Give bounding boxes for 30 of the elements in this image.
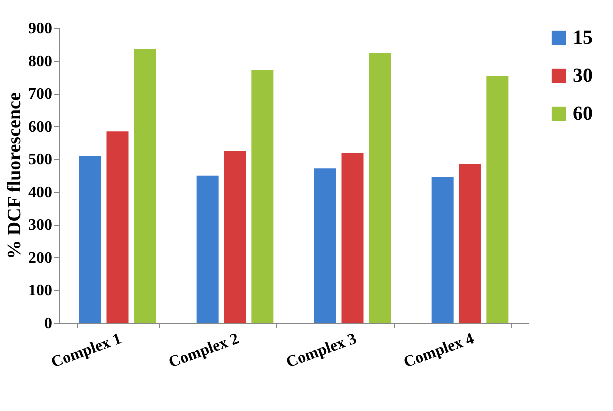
y-tick-label: 800 — [28, 53, 52, 70]
bar — [134, 49, 156, 323]
bar — [224, 151, 246, 323]
x-tick-label: Complex 1 — [49, 330, 124, 372]
bar — [369, 53, 392, 323]
x-tick-label: Complex 2 — [166, 330, 242, 372]
y-tick-label: 900 — [28, 20, 52, 38]
bar — [106, 132, 129, 323]
bar — [432, 177, 454, 323]
bar — [196, 176, 219, 323]
y-tick-label: 600 — [28, 118, 52, 136]
y-tick-label: 100 — [28, 282, 52, 300]
bar — [486, 76, 509, 323]
x-tick-label: Complex 4 — [402, 330, 477, 372]
y-tick-label: 200 — [28, 250, 52, 267]
y-tick-label: 400 — [28, 184, 52, 202]
bar — [459, 164, 482, 323]
legend-label: 30 — [573, 65, 593, 87]
x-tick-label: Complex 3 — [284, 330, 360, 372]
y-tick-label: 300 — [28, 217, 52, 234]
bar — [252, 70, 274, 323]
legend-label: 15 — [573, 27, 593, 49]
y-tick-label: 500 — [28, 152, 52, 169]
legend-label: 60 — [573, 103, 593, 125]
bar — [79, 156, 102, 323]
bar — [342, 154, 364, 323]
y-tick-label: 0 — [44, 316, 52, 332]
y-axis-title: % DCF fluorescence — [4, 92, 26, 260]
bar — [314, 168, 336, 323]
y-tick-label: 700 — [28, 86, 52, 104]
